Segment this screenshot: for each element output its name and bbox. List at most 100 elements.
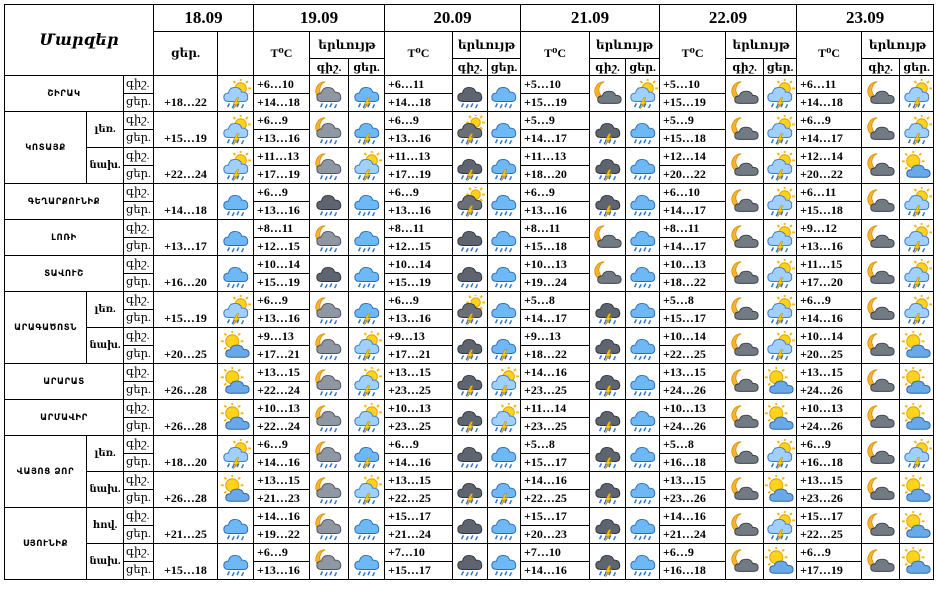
date-header: 21.09	[520, 4, 661, 32]
table-row: ԼՈՌԻ գիշ. +13…17 +8…11 +8…11 +8…11 +8…11 +9…12	[4, 219, 935, 256]
cloud-rain-icon	[628, 516, 658, 540]
day-label: ցեր.	[123, 237, 154, 256]
weather-cell	[725, 111, 765, 148]
dark-cloud-storm-icon	[455, 156, 485, 181]
weather-cell	[217, 435, 254, 472]
weather-cell	[861, 75, 901, 112]
moon-rain-icon	[314, 548, 344, 576]
day-temp: +22…25	[384, 489, 454, 508]
night-temp: +11…13	[384, 147, 454, 166]
sun-rain-storm-icon	[352, 330, 382, 361]
night-label: գիշ.	[123, 543, 154, 562]
night-temp: +10…13	[796, 399, 863, 418]
moon-cloud-icon	[866, 368, 896, 392]
cloud-rain-icon	[489, 120, 519, 144]
cloud-rain-storm-icon	[489, 480, 519, 505]
weather-cell	[487, 399, 522, 436]
moon-cloud-icon	[730, 188, 760, 212]
sun-cloud-icon	[901, 402, 932, 430]
weather-cell	[452, 399, 489, 436]
day-temp: +13…16	[253, 561, 310, 580]
weather-cell	[763, 399, 798, 436]
day-subheader: ցեր.	[347, 58, 386, 76]
zone-label: նախ.	[86, 543, 124, 580]
day-label: ցեր.	[123, 561, 154, 580]
sun-cloud-icon	[765, 402, 795, 430]
day-temp: +21…24	[384, 525, 454, 544]
moon-cloud-icon	[866, 440, 896, 464]
dark-cloud-storm-icon	[593, 336, 623, 361]
moon-rain-icon	[314, 332, 344, 360]
night-temp: +12…14	[796, 147, 863, 166]
weather-cell	[625, 111, 661, 148]
weather-cell	[861, 363, 901, 400]
region-name: ԱՐԱԳԱԾՈՏՆ	[4, 291, 87, 364]
table-row: ՎԱՅՈՑ ՁՈՐ լեռ. գիշ. +18…20 +6…9 +6…9 +5…8 +5…8 +…	[4, 435, 935, 508]
weather-cell	[763, 363, 798, 400]
day-temp: +14…18	[796, 93, 863, 112]
table-row: ԱՐԱԳԱԾՈՏՆ լեռ. գիշ. +15…19 +6…9 +6…9 +5…8 +5…8 +…	[4, 291, 935, 364]
moon-cloud-icon	[730, 224, 760, 248]
dark-cloud-rain-icon	[455, 552, 485, 576]
weather-cell	[452, 471, 489, 508]
weather-cell	[589, 543, 627, 580]
date-header: 18.09	[153, 4, 254, 32]
dark-cloud-storm-icon	[455, 408, 485, 433]
weather-cell	[725, 75, 765, 112]
weather-cell	[861, 327, 901, 364]
weather-cell	[625, 363, 661, 400]
weather-cell	[899, 471, 935, 508]
sun-rain-storm-icon	[765, 150, 796, 181]
night-temp: +6…9	[796, 543, 863, 562]
night-label: գիշ.	[123, 219, 154, 238]
day-subheader: ցեր.	[899, 58, 935, 76]
day-subheader: ցեր.	[625, 58, 661, 76]
day-label: ցեր.	[123, 201, 154, 220]
night-label: գիշ.	[123, 255, 154, 274]
weather-cell	[589, 363, 627, 400]
night-temp: +8…11	[384, 219, 454, 238]
night-temp: +6…9	[796, 111, 863, 130]
sun-rain-storm-icon	[765, 438, 796, 469]
region-name: ԿՈՏԱՅՔ	[4, 111, 87, 184]
night-temp: +13…15	[384, 471, 454, 490]
night-temp: +10…14	[659, 327, 727, 346]
night-temp: +13…15	[796, 471, 863, 490]
cloud-rain-icon	[628, 480, 658, 504]
sun-rain-storm-icon	[902, 78, 932, 109]
night-temp: +6…11	[384, 75, 454, 94]
night-temp: +13…15	[384, 363, 454, 382]
cloud-rain-icon	[352, 264, 382, 288]
night-temp: +8…11	[520, 219, 591, 238]
cloud-rain-icon	[628, 372, 658, 396]
weather-cell	[589, 255, 627, 292]
region-name: ՏԱՎՈՒՇ	[4, 255, 124, 292]
region-name: ԱՐԱՐԱՏ	[4, 363, 124, 400]
weather-cell	[347, 75, 386, 112]
night-temp: +6…10	[659, 183, 727, 202]
weather-cell	[763, 75, 798, 112]
night-label: գիշ.	[123, 327, 154, 346]
day-temp: +20…22	[796, 165, 863, 184]
table-row: ԱՐԱՐԱՏ գիշ. +26…28 +13…15 +13…15 +14…16 +13…15…	[4, 363, 935, 400]
moon-rain-icon	[314, 404, 344, 432]
cloud-rain-icon	[628, 192, 658, 216]
sun-rain-storm-icon	[352, 474, 382, 505]
cloud-rain-icon	[628, 156, 658, 180]
sun-cloud-icon	[901, 366, 932, 394]
night-label: գիշ.	[123, 183, 154, 202]
region-name: ԳԵՂԱՐՔՈՒՆԻՔ	[4, 183, 124, 220]
weather-cell	[625, 543, 661, 580]
weather-cell	[217, 507, 254, 544]
dark-cloud-storm-icon	[593, 408, 623, 433]
day-temp: +16…18	[659, 561, 727, 580]
weather-cell	[899, 183, 935, 220]
sun-cloud-icon	[901, 330, 932, 358]
night-temp: +6…9	[796, 435, 863, 454]
zone-label: նախ.	[86, 147, 124, 184]
sun-rain-storm-icon	[221, 150, 251, 181]
day-temp: +13…16	[796, 237, 863, 256]
weather-cell	[487, 291, 522, 328]
day-temp: +19…22	[253, 525, 310, 544]
weather-cell	[309, 219, 349, 256]
